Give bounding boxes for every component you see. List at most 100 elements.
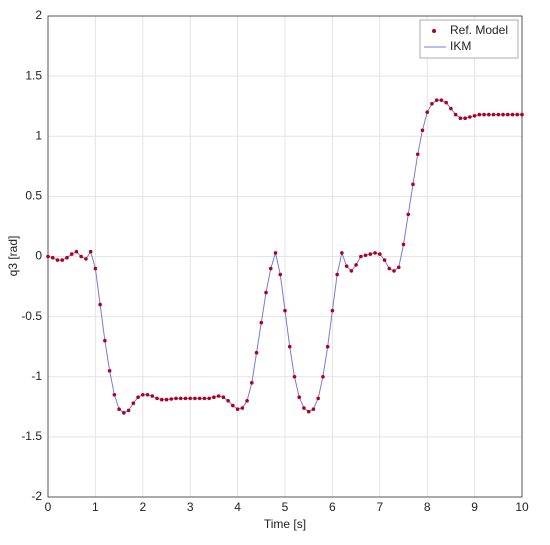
legend-label: IKM [450, 39, 471, 53]
data-point [382, 258, 387, 262]
data-point [65, 255, 69, 260]
x-tick-label: 1 [92, 500, 99, 514]
y-axis-label: q3 [rad] [6, 236, 20, 277]
data-point [197, 396, 202, 401]
data-point [434, 98, 439, 102]
data-point [212, 395, 216, 399]
data-point [316, 396, 320, 401]
data-point [193, 396, 197, 401]
data-point [387, 266, 392, 271]
x-tick-label: 9 [471, 500, 478, 514]
data-point [487, 112, 491, 117]
data-point [477, 112, 482, 117]
data-point [335, 272, 339, 277]
data-point [354, 263, 358, 267]
data-point [216, 394, 221, 398]
data-point [297, 395, 302, 399]
data-point [145, 392, 150, 397]
data-point [472, 114, 477, 118]
data-point [188, 396, 192, 401]
data-point [373, 251, 377, 255]
data-point [321, 374, 325, 379]
data-point [330, 308, 335, 313]
data-point [411, 182, 415, 187]
y-tick-label: -1 [31, 369, 42, 383]
x-tick-label: 8 [424, 500, 431, 514]
data-point [449, 106, 453, 111]
data-point [88, 249, 93, 254]
data-point [122, 411, 126, 415]
data-point [112, 392, 117, 397]
data-point [98, 302, 102, 307]
data-point [458, 116, 463, 121]
data-point [254, 350, 259, 355]
data-point [340, 251, 344, 255]
data-point [496, 112, 501, 117]
legend-label: Ref. Model [450, 23, 508, 37]
data-point [93, 266, 98, 271]
data-point [155, 396, 159, 401]
data-point [444, 100, 448, 105]
data-point [55, 258, 60, 262]
data-point [136, 395, 140, 399]
data-point [430, 101, 434, 106]
data-point [69, 252, 74, 256]
data-point [501, 112, 505, 117]
y-tick-label: 1 [35, 128, 42, 142]
data-point [283, 308, 287, 313]
data-point [79, 254, 83, 259]
x-tick-label: 10 [515, 500, 529, 514]
data-point [439, 98, 444, 102]
y-tick-label: 2 [35, 8, 42, 22]
data-point [259, 320, 264, 325]
data-point [392, 269, 396, 273]
y-tick-label: -2 [31, 489, 42, 503]
data-point [50, 255, 55, 260]
data-point [103, 338, 107, 343]
data-point [368, 252, 373, 256]
data-point [178, 396, 183, 401]
data-point [131, 401, 136, 406]
data-point [150, 394, 155, 398]
data-point [482, 112, 486, 117]
data-point [463, 116, 467, 121]
data-point [311, 407, 316, 412]
data-point [202, 396, 207, 401]
data-point [491, 112, 496, 117]
data-point [231, 403, 235, 408]
x-tick-label: 4 [234, 500, 241, 514]
data-point [126, 408, 131, 413]
y-tick-label: 0.5 [25, 189, 42, 203]
data-point [425, 110, 430, 114]
y-tick-label: 0 [35, 249, 42, 263]
data-point [240, 406, 245, 410]
data-point [505, 112, 510, 117]
data-point [363, 253, 368, 258]
data-point [520, 112, 524, 117]
data-point [141, 392, 145, 397]
data-point [169, 397, 174, 401]
data-point [406, 212, 411, 217]
data-point [287, 344, 292, 349]
data-point [510, 112, 515, 117]
data-point [74, 249, 79, 254]
data-point [420, 128, 425, 133]
x-tick-label: 5 [282, 500, 289, 514]
data-point [325, 344, 330, 349]
data-point [273, 251, 278, 255]
data-point [84, 257, 88, 261]
data-point [264, 290, 268, 295]
x-tick-label: 7 [376, 500, 383, 514]
y-tick-label: -0.5 [21, 309, 42, 323]
data-point [453, 112, 458, 117]
data-point [302, 406, 306, 410]
x-tick-label: 2 [139, 500, 146, 514]
data-point [515, 112, 520, 117]
data-point [401, 242, 406, 247]
legend-swatch [432, 29, 436, 33]
data-point [221, 395, 226, 399]
data-point [207, 396, 211, 401]
y-tick-label: -1.5 [21, 429, 42, 443]
data-point [245, 399, 249, 403]
